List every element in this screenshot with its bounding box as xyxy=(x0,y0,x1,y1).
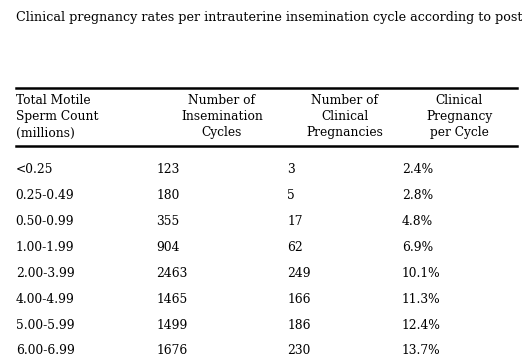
Text: 62: 62 xyxy=(287,241,303,254)
Text: 230: 230 xyxy=(287,345,311,357)
Text: 6.00-6.99: 6.00-6.99 xyxy=(16,345,75,357)
Text: 12.4%: 12.4% xyxy=(402,319,441,332)
Text: Clinical
Pregnancy
per Cycle: Clinical Pregnancy per Cycle xyxy=(426,94,492,139)
Text: Number of
Clinical
Pregnancies: Number of Clinical Pregnancies xyxy=(306,94,383,139)
Text: 186: 186 xyxy=(287,319,311,332)
Text: 2463: 2463 xyxy=(157,267,188,280)
Text: 355: 355 xyxy=(157,215,180,228)
Text: 0.50-0.99: 0.50-0.99 xyxy=(16,215,74,228)
Text: 180: 180 xyxy=(157,189,180,202)
Text: 3: 3 xyxy=(287,163,295,176)
Text: 1676: 1676 xyxy=(157,345,188,357)
Text: <0.25: <0.25 xyxy=(16,163,53,176)
Text: Clinical pregnancy rates per intrauterine insemination cycle according to post-w: Clinical pregnancy rates per intrauterin… xyxy=(16,11,522,24)
Text: 1465: 1465 xyxy=(157,293,188,306)
Text: Total Motile
Sperm Count
(millions): Total Motile Sperm Count (millions) xyxy=(16,94,98,139)
Text: 11.3%: 11.3% xyxy=(402,293,441,306)
Text: 1499: 1499 xyxy=(157,319,188,332)
Text: 5.00-5.99: 5.00-5.99 xyxy=(16,319,74,332)
Text: 2.00-3.99: 2.00-3.99 xyxy=(16,267,75,280)
Text: 17: 17 xyxy=(287,215,303,228)
Text: 1.00-1.99: 1.00-1.99 xyxy=(16,241,74,254)
Text: Number of
Insemination
Cycles: Number of Insemination Cycles xyxy=(181,94,263,139)
Text: 4.00-4.99: 4.00-4.99 xyxy=(16,293,75,306)
Text: 2.8%: 2.8% xyxy=(402,189,433,202)
Text: 123: 123 xyxy=(157,163,180,176)
Text: 904: 904 xyxy=(157,241,180,254)
Text: 2.4%: 2.4% xyxy=(402,163,433,176)
Text: 13.7%: 13.7% xyxy=(402,345,441,357)
Text: 10.1%: 10.1% xyxy=(402,267,441,280)
Text: 0.25-0.49: 0.25-0.49 xyxy=(16,189,75,202)
Text: 4.8%: 4.8% xyxy=(402,215,433,228)
Text: 6.9%: 6.9% xyxy=(402,241,433,254)
Text: 166: 166 xyxy=(287,293,311,306)
Text: 249: 249 xyxy=(287,267,311,280)
Text: 5: 5 xyxy=(287,189,295,202)
